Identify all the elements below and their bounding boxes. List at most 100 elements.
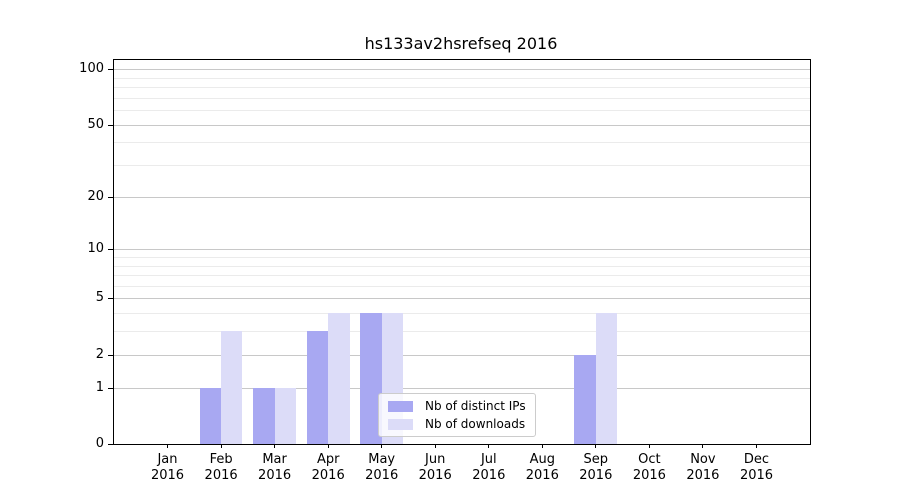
y-tick-label-2: 2 xyxy=(95,346,104,362)
x-tick-label-dec: Dec 2016 xyxy=(731,452,783,484)
gridline-major-20 xyxy=(114,196,810,198)
gridline-minor-40 xyxy=(114,142,810,144)
bar-downloads-sep xyxy=(595,313,618,444)
x-tick-year: 2016 xyxy=(258,468,292,483)
x-tick-month: Oct xyxy=(638,452,661,467)
x-tick-year: 2016 xyxy=(365,468,399,483)
x-tick-year: 2016 xyxy=(418,468,452,483)
y-tick-mark-50 xyxy=(108,124,113,126)
gridline-minor-9 xyxy=(114,256,810,258)
x-tick-mark-jul xyxy=(488,444,490,448)
y-tick-mark-5 xyxy=(108,298,113,300)
x-tick-label-feb: Feb 2016 xyxy=(195,452,247,484)
bar-downloads-feb xyxy=(221,331,243,444)
gridline-major-50 xyxy=(114,124,810,126)
gridline-minor-60 xyxy=(114,110,810,111)
bar-downloads-apr xyxy=(328,313,350,444)
y-tick-mark-20 xyxy=(108,196,113,198)
x-tick-label-mar: Mar 2016 xyxy=(249,452,301,484)
legend-swatch-downloads xyxy=(388,418,413,430)
gridline-minor-80 xyxy=(114,86,810,88)
x-tick-mark-apr xyxy=(327,444,329,448)
x-tick-month: May xyxy=(368,452,396,467)
x-tick-month: Sep xyxy=(583,452,609,467)
y-tick-mark-10 xyxy=(108,249,113,251)
legend-swatch-distinct-ips xyxy=(388,400,413,412)
y-tick-label-100: 100 xyxy=(79,61,104,76)
x-tick-month: Apr xyxy=(316,452,340,467)
y-tick-label-20: 20 xyxy=(87,188,104,204)
y-tick-mark-1 xyxy=(108,387,113,389)
bar-distinct-ips-may xyxy=(360,313,382,444)
y-tick-mark-2 xyxy=(108,354,113,356)
x-tick-label-may: May 2016 xyxy=(356,452,408,484)
gridline-minor-90 xyxy=(114,77,810,79)
x-tick-label-aug: Aug 2016 xyxy=(516,452,568,484)
gridline-major-100 xyxy=(114,69,810,70)
gridline-major-5 xyxy=(114,298,810,300)
x-tick-label-jan: Jan 2016 xyxy=(142,452,194,484)
plot-area: Nb of distinct IPs Nb of downloads xyxy=(113,59,811,445)
bar-distinct-ips-mar xyxy=(253,387,275,444)
x-tick-year: 2016 xyxy=(525,468,559,483)
x-tick-year: 2016 xyxy=(472,468,506,483)
x-tick-month: Jan xyxy=(157,452,178,467)
x-tick-year: 2016 xyxy=(632,468,666,483)
x-tick-month: Jun xyxy=(425,452,446,467)
x-tick-month: Dec xyxy=(743,452,770,467)
y-tick-label-1: 1 xyxy=(95,379,104,395)
x-tick-month: Jul xyxy=(480,452,497,467)
x-tick-mark-aug xyxy=(541,444,543,448)
x-tick-label-nov: Nov 2016 xyxy=(677,452,729,484)
x-tick-mark-oct xyxy=(648,444,650,448)
x-tick-label-jul: Jul 2016 xyxy=(463,452,515,484)
x-tick-year: 2016 xyxy=(579,468,613,483)
legend: Nb of distinct IPs Nb of downloads xyxy=(378,393,536,437)
gridline-minor-30 xyxy=(114,165,810,166)
gridline-major-1 xyxy=(114,387,810,389)
y-tick-mark-100 xyxy=(108,69,113,70)
x-tick-label-oct: Oct 2016 xyxy=(623,452,675,484)
x-tick-mark-sep xyxy=(595,444,597,448)
x-tick-mark-jan xyxy=(167,444,168,448)
x-tick-mark-mar xyxy=(274,444,276,448)
bar-distinct-ips-feb xyxy=(199,387,222,444)
bar-distinct-ips-apr xyxy=(306,331,329,444)
x-tick-month: Aug xyxy=(529,452,555,467)
x-tick-mark-jun xyxy=(434,444,436,448)
grid-layer xyxy=(114,60,810,444)
x-tick-month: Feb xyxy=(209,452,233,467)
bar-distinct-ips-sep xyxy=(574,354,596,444)
x-tick-year: 2016 xyxy=(686,468,720,483)
y-tick-label-0: 0 xyxy=(95,436,104,451)
x-tick-month: Nov xyxy=(690,452,716,467)
gridline-minor-6 xyxy=(114,285,810,287)
x-tick-year: 2016 xyxy=(739,468,774,483)
gridline-minor-4 xyxy=(114,313,810,315)
legend-entry-distinct-ips: Nb of distinct IPs xyxy=(388,399,526,413)
legend-label-distinct-ips: Nb of distinct IPs xyxy=(425,399,526,413)
gridline-minor-3 xyxy=(114,331,810,333)
legend-entry-downloads: Nb of downloads xyxy=(388,417,526,431)
x-tick-year: 2016 xyxy=(150,468,185,483)
x-tick-label-jun: Jun 2016 xyxy=(409,452,461,484)
x-tick-month: Mar xyxy=(262,452,287,467)
y-tick-label-10: 10 xyxy=(87,241,104,257)
x-tick-label-sep: Sep 2016 xyxy=(570,452,622,484)
gridline-major-10 xyxy=(114,249,810,251)
x-tick-year: 2016 xyxy=(311,468,345,483)
y-tick-mark-0 xyxy=(108,444,113,445)
x-tick-mark-feb xyxy=(220,444,222,448)
gridline-minor-70 xyxy=(114,97,810,99)
x-tick-mark-dec xyxy=(756,444,757,448)
bar-layer xyxy=(114,60,810,444)
bar-downloads-mar xyxy=(274,387,296,444)
gridline-minor-7 xyxy=(114,275,810,276)
legend-label-downloads: Nb of downloads xyxy=(425,417,526,431)
gridline-major-2 xyxy=(114,354,810,356)
x-tick-year: 2016 xyxy=(204,468,238,483)
x-tick-label-apr: Apr 2016 xyxy=(302,452,354,484)
chart-title: hs133av2hsrefseq 2016 xyxy=(364,34,558,53)
y-tick-label-50: 50 xyxy=(87,116,104,132)
